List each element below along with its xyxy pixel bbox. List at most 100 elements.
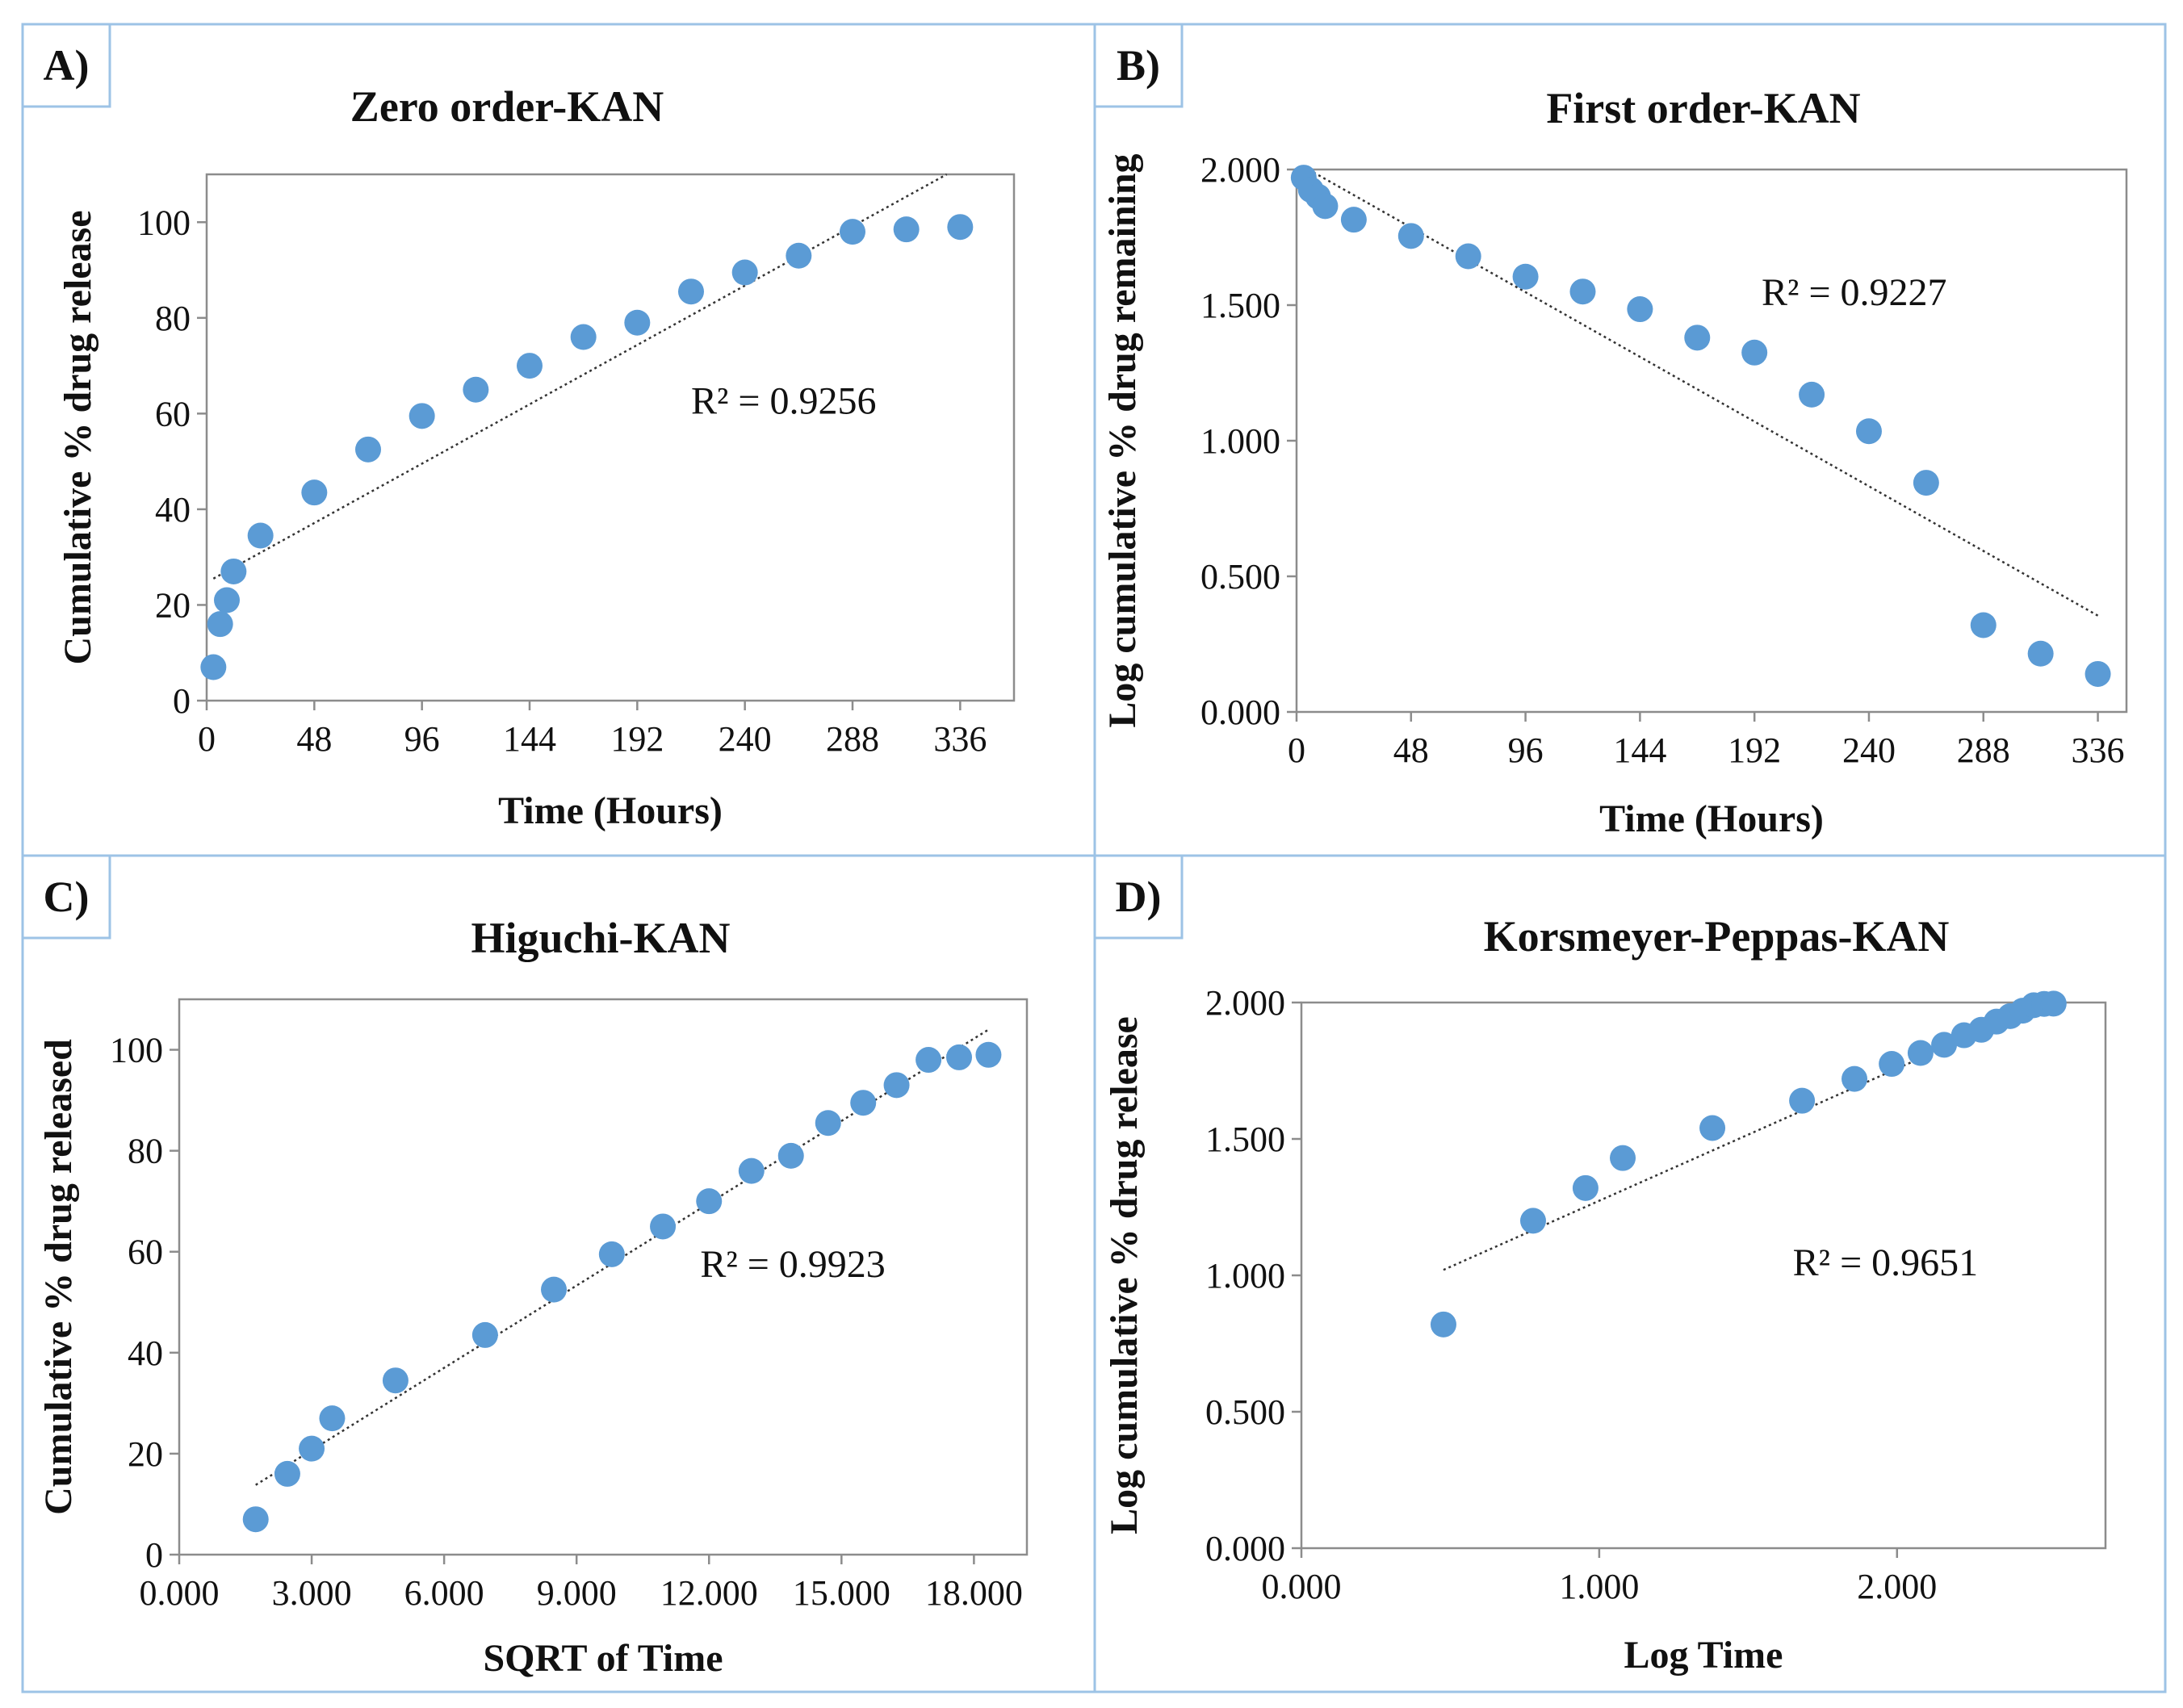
- x-tick-label: 240: [1842, 731, 1896, 770]
- plot-area: [1300, 1001, 2107, 1550]
- data-point: [2027, 640, 2054, 667]
- chart-panel-1: A) Zero order-KAN 0 48 96 144 192 240 288 336 0 20 4…: [21, 23, 1096, 857]
- panel-label: A): [44, 41, 90, 90]
- x-tick-label: 0.000: [1262, 1567, 1342, 1606]
- r-squared-label: R² = 0.9651: [1793, 1241, 1978, 1284]
- panel-frame: [21, 854, 1096, 1693]
- x-tick-label: 336: [2072, 731, 2125, 770]
- y-tick-label: 1.500: [1205, 1120, 1285, 1159]
- y-tick-label: 0: [145, 1535, 163, 1575]
- y-axis-title: Cumulative % drug released: [37, 1039, 80, 1515]
- data-point: [678, 278, 704, 305]
- y-tick-label: 40: [155, 490, 191, 530]
- x-axis-title: Time (Hours): [498, 789, 723, 832]
- data-point: [382, 1367, 409, 1394]
- data-point: [1913, 470, 1939, 496]
- y-axis-title: Log cumulative % drug release: [1103, 1016, 1146, 1534]
- x-axis-title: SQRT of Time: [483, 1637, 723, 1680]
- data-point: [947, 214, 974, 241]
- data-point: [1907, 1040, 1934, 1066]
- y-tick-label: 0.500: [1205, 1392, 1285, 1432]
- y-axis-title: Cumulative % drug release: [57, 210, 99, 664]
- panel-label: C): [44, 873, 90, 921]
- x-tick-label: 6.000: [404, 1573, 484, 1613]
- data-point: [840, 219, 865, 245]
- data-point: [1842, 1065, 1868, 1092]
- data-point: [541, 1276, 568, 1303]
- data-point: [1684, 324, 1711, 351]
- data-point: [1789, 1087, 1816, 1114]
- data-point: [274, 1460, 300, 1487]
- data-point: [301, 479, 328, 506]
- x-tick-label: 240: [719, 719, 772, 759]
- data-point: [1627, 296, 1653, 323]
- data-point: [207, 611, 233, 638]
- data-point: [696, 1188, 723, 1215]
- data-point: [1699, 1115, 1726, 1141]
- data-point: [1312, 193, 1339, 220]
- data-point: [598, 1241, 625, 1267]
- x-tick-label: 1.000: [1559, 1567, 1639, 1606]
- r-squared-label: R² = 0.9227: [1762, 271, 1946, 314]
- x-tick-label: 288: [826, 719, 879, 759]
- data-point: [355, 436, 381, 463]
- x-tick-label: 9.000: [537, 1573, 617, 1613]
- data-point: [2040, 990, 2067, 1017]
- x-tick-label: 0: [1288, 731, 1305, 770]
- x-tick-label: 48: [296, 719, 332, 759]
- x-tick-label: 288: [1957, 731, 2010, 770]
- data-point: [2085, 660, 2111, 687]
- panel-label-box: [1093, 854, 1184, 940]
- y-tick-label: 100: [110, 1031, 163, 1070]
- data-point: [1572, 1174, 1598, 1201]
- r-squared-label: R² = 0.9923: [700, 1243, 885, 1286]
- chart-title: Zero order-KAN: [350, 82, 664, 131]
- data-point: [1512, 263, 1539, 290]
- trendline: [212, 173, 948, 580]
- data-point: [1970, 612, 1997, 638]
- x-tick-label: 12.000: [660, 1573, 758, 1613]
- data-point: [1879, 1051, 1905, 1078]
- x-tick-label: 2.000: [1857, 1567, 1937, 1606]
- x-tick-label: 144: [1613, 731, 1666, 770]
- data-point: [1397, 223, 1424, 249]
- x-tick-label: 336: [933, 719, 987, 759]
- data-point: [242, 1506, 269, 1533]
- y-tick-label: 20: [128, 1434, 163, 1474]
- data-point: [214, 587, 240, 613]
- data-point: [200, 654, 227, 680]
- plot-area: [205, 173, 1016, 702]
- x-tick-label: 96: [1508, 731, 1544, 770]
- data-point: [1855, 418, 1882, 445]
- plot-area: [178, 998, 1029, 1556]
- panel-label: B): [1117, 41, 1160, 90]
- x-tick-label: 0.000: [140, 1573, 220, 1613]
- data-point: [1931, 1032, 1958, 1058]
- panel-label-box: [21, 854, 111, 940]
- data-point: [220, 558, 247, 584]
- panel-label: D): [1116, 873, 1162, 921]
- x-tick-label: 192: [610, 719, 664, 759]
- chart-panel-3: C) Higuchi-KAN 0.000 3.000 6.000 9.000 12.000 1…: [21, 854, 1096, 1693]
- y-tick-label: 1.500: [1200, 286, 1280, 325]
- data-point: [570, 324, 597, 350]
- y-tick-label: 0.000: [1200, 693, 1280, 732]
- y-tick-label: 100: [137, 203, 191, 242]
- data-point: [299, 1435, 325, 1462]
- chart-title: First order-KAN: [1546, 84, 1860, 132]
- data-point: [409, 403, 435, 429]
- data-point: [319, 1405, 346, 1432]
- x-tick-label: 48: [1393, 731, 1429, 770]
- data-point: [650, 1213, 677, 1240]
- data-point: [1569, 278, 1596, 305]
- x-tick-label: 0: [198, 719, 216, 759]
- data-point: [1799, 381, 1825, 408]
- chart-panel-4: D) Korsmeyer-Peppas-KAN 0.000 1.000 2.000 0.0…: [1093, 854, 2167, 1693]
- x-tick-label: 96: [404, 719, 440, 759]
- x-tick-label: 144: [503, 719, 556, 759]
- data-point: [1455, 243, 1481, 270]
- chart-panel-2: B) First order-KAN 0 48 96 144 192 240 288 336 0.0…: [1093, 23, 2167, 857]
- y-tick-label: 1.000: [1205, 1256, 1285, 1296]
- data-point: [1519, 1208, 1546, 1234]
- y-tick-label: 0.500: [1200, 557, 1280, 597]
